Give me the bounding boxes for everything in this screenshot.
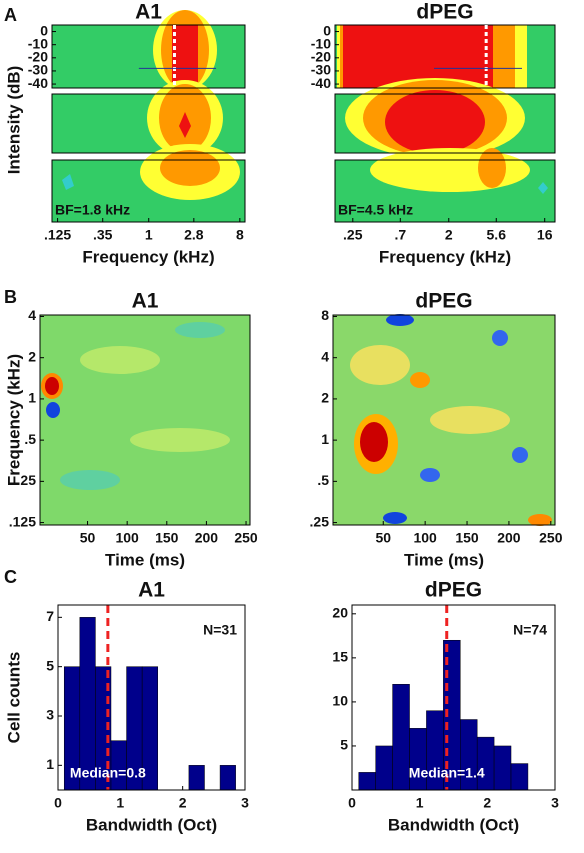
y-tick-label: 1 bbox=[321, 431, 329, 447]
bar bbox=[476, 736, 495, 791]
chart-title: A1 bbox=[138, 579, 165, 602]
y-tick-label: -40 bbox=[311, 75, 331, 91]
y-tick-label: -10 bbox=[311, 35, 331, 51]
panel-letter: B bbox=[4, 287, 17, 307]
x-tick-label: 5.6 bbox=[487, 227, 507, 243]
y-tick-label: 3 bbox=[46, 707, 54, 723]
y-tick-label: .25 bbox=[17, 472, 37, 488]
y-tick-label: 10 bbox=[332, 693, 348, 709]
x-tick-label: 2.8 bbox=[184, 227, 204, 243]
x-tick-label: 1 bbox=[116, 795, 124, 811]
x-tick-label: 2 bbox=[179, 795, 187, 811]
chart-title: dPEG bbox=[416, 1, 473, 24]
tuning-heatmap bbox=[334, 24, 556, 223]
x-tick-label: 2 bbox=[483, 795, 491, 811]
bar bbox=[188, 765, 205, 791]
y-tick-label: -30 bbox=[28, 62, 48, 78]
y-tick-label: 4 bbox=[321, 348, 329, 364]
x-tick-label: .35 bbox=[93, 227, 113, 243]
x-axis-label: Time (ms) bbox=[105, 550, 185, 569]
x-tick-label: .7 bbox=[394, 227, 406, 243]
y-axis-label: Cell counts bbox=[4, 652, 23, 744]
median-label: Median=0.8 bbox=[70, 765, 146, 781]
n-label: N=74 bbox=[513, 622, 547, 638]
y-tick-label: 2 bbox=[28, 348, 36, 364]
x-tick-label: 8 bbox=[236, 227, 244, 243]
y-tick-label: .25 bbox=[310, 513, 330, 529]
x-tick-label: 100 bbox=[413, 530, 437, 546]
x-tick-label: 1 bbox=[145, 227, 153, 243]
y-tick-label: -10 bbox=[28, 35, 48, 51]
y-tick-label: 15 bbox=[332, 649, 348, 665]
y-tick-label: 1 bbox=[46, 756, 54, 772]
y-tick-label: 4 bbox=[28, 307, 36, 323]
y-tick-label: 0 bbox=[323, 22, 331, 38]
x-tick-label: 50 bbox=[375, 530, 391, 546]
bar bbox=[493, 745, 512, 791]
y-tick-label: 1 bbox=[28, 390, 36, 406]
axes-frame bbox=[57, 604, 246, 791]
strf-heatmap bbox=[39, 314, 251, 526]
y-axis-label: Frequency (kHz) bbox=[4, 354, 23, 486]
chart-title: dPEG bbox=[415, 290, 472, 313]
x-tick-label: 250 bbox=[539, 530, 563, 546]
x-axis-label: Bandwidth (Oct) bbox=[86, 815, 217, 834]
bar bbox=[392, 684, 410, 791]
x-tick-label: 250 bbox=[234, 530, 258, 546]
bf-annotation: BF=4.5 kHz bbox=[338, 202, 413, 218]
y-tick-label: 0 bbox=[40, 22, 48, 38]
x-axis-label: Time (ms) bbox=[404, 550, 484, 569]
x-tick-label: 0 bbox=[54, 795, 62, 811]
y-tick-label: -30 bbox=[311, 62, 331, 78]
bar bbox=[375, 745, 393, 791]
y-tick-label: 5 bbox=[340, 737, 348, 753]
y-tick-label: 20 bbox=[332, 605, 348, 621]
x-axis-label: Bandwidth (Oct) bbox=[388, 815, 519, 834]
chart-title: A1 bbox=[132, 290, 159, 313]
y-tick-label: -40 bbox=[28, 75, 48, 91]
x-axis-label: Frequency (kHz) bbox=[82, 247, 214, 266]
x-tick-label: 150 bbox=[155, 530, 179, 546]
x-tick-label: 2 bbox=[445, 227, 453, 243]
bar bbox=[409, 728, 427, 791]
panel-letter: A bbox=[4, 5, 17, 25]
bf-annotation: BF=1.8 kHz bbox=[55, 202, 130, 218]
y-tick-label: -20 bbox=[311, 49, 331, 65]
axes-frame bbox=[351, 604, 556, 791]
y-tick-label: 8 bbox=[321, 307, 329, 323]
panel-letter: C bbox=[4, 567, 17, 587]
chart-title: dPEG bbox=[425, 579, 482, 602]
bar bbox=[510, 763, 529, 791]
chart-title: A1 bbox=[135, 1, 162, 24]
y-axis-label: Intensity (dB) bbox=[4, 66, 23, 175]
y-tick-label: .5 bbox=[24, 431, 36, 447]
x-tick-label: 0 bbox=[348, 795, 356, 811]
x-tick-label: 200 bbox=[195, 530, 219, 546]
x-tick-label: 3 bbox=[241, 795, 249, 811]
x-tick-label: 1 bbox=[416, 795, 424, 811]
x-tick-label: .25 bbox=[343, 227, 363, 243]
y-tick-label: .125 bbox=[9, 513, 36, 529]
tuning-heatmap bbox=[51, 10, 246, 223]
y-tick-label: -20 bbox=[28, 49, 48, 65]
median-label: Median=1.4 bbox=[409, 765, 485, 781]
bar bbox=[358, 772, 376, 791]
y-tick-label: 5 bbox=[46, 657, 54, 673]
y-tick-label: 2 bbox=[321, 390, 329, 406]
n-label: N=31 bbox=[203, 622, 237, 638]
x-tick-label: 200 bbox=[497, 530, 521, 546]
y-tick-label: 7 bbox=[46, 608, 54, 624]
x-tick-label: 100 bbox=[115, 530, 139, 546]
strf-heatmap bbox=[332, 314, 556, 526]
x-tick-label: 3 bbox=[551, 795, 559, 811]
x-axis-label: Frequency (kHz) bbox=[379, 247, 511, 266]
x-tick-label: 50 bbox=[80, 530, 96, 546]
y-tick-label: .5 bbox=[317, 472, 329, 488]
bar bbox=[219, 765, 236, 791]
x-tick-label: 16 bbox=[537, 227, 553, 243]
x-tick-label: 150 bbox=[455, 530, 479, 546]
x-tick-label: .125 bbox=[44, 227, 71, 243]
